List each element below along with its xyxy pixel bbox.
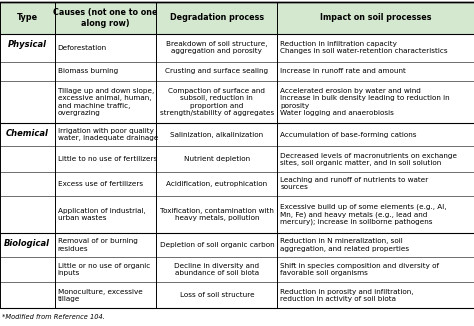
Text: Causes (not one to one
along row): Causes (not one to one along row) [53, 8, 158, 28]
Text: Excessive build up of some elements (e.g., Al,
Mn, Fe) and heavy metals (e.g., l: Excessive build up of some elements (e.g… [280, 203, 447, 225]
Text: Type: Type [17, 13, 38, 22]
Text: Removal of or burning
residues: Removal of or burning residues [57, 238, 137, 252]
Text: Reduction in N mineralization, soil
aggregation, and related properties: Reduction in N mineralization, soil aggr… [280, 238, 410, 252]
Text: Biomass burning: Biomass burning [57, 68, 118, 74]
Text: Degradation process: Degradation process [170, 13, 264, 22]
Text: Crusting and surface sealing: Crusting and surface sealing [165, 68, 268, 74]
Text: Loss of soil structure: Loss of soil structure [180, 292, 254, 298]
Text: *Modified from Reference 104.: *Modified from Reference 104. [2, 314, 105, 320]
Text: Little to no use of fertilizers: Little to no use of fertilizers [57, 156, 157, 162]
Text: Depletion of soil organic carbon: Depletion of soil organic carbon [160, 242, 274, 248]
Text: Salinization, alkalinization: Salinization, alkalinization [170, 131, 264, 138]
Text: Acidification, eutrophication: Acidification, eutrophication [166, 181, 267, 187]
Text: Shift in species composition and diversity of
favorable soil organisms: Shift in species composition and diversi… [280, 263, 439, 276]
Text: Decreased levels of macronutrients on exchange
sites, soil organic matter, and i: Decreased levels of macronutrients on ex… [280, 153, 457, 166]
Text: Deforestation: Deforestation [57, 45, 107, 51]
Text: Chemical: Chemical [6, 129, 49, 138]
Text: Nutrient depletion: Nutrient depletion [184, 156, 250, 162]
Bar [0, 2, 474, 34]
Text: Little or no use of organic
inputs: Little or no use of organic inputs [57, 263, 150, 276]
Text: Impact on soil processes: Impact on soil processes [320, 13, 431, 22]
Text: Decline in diversity and
abundance of soil biota: Decline in diversity and abundance of so… [174, 263, 259, 276]
Text: Leaching and runoff of nutrients to water
sources: Leaching and runoff of nutrients to wate… [280, 177, 428, 190]
Text: Reduction in porosity and infiltration,
reduction in activity of soil biota: Reduction in porosity and infiltration, … [280, 289, 414, 302]
Text: Compaction of surface and
subsoil, reduction in
proportion and
strength/stabilit: Compaction of surface and subsoil, reduc… [160, 88, 274, 116]
Text: Monoculture, excessive
tillage: Monoculture, excessive tillage [57, 289, 142, 302]
Text: Application of industrial,
urban wastes: Application of industrial, urban wastes [57, 208, 145, 221]
Text: Biological: Biological [4, 239, 50, 248]
Text: Accelerated erosion by water and wind
Increase in bulk density leading to reduct: Accelerated erosion by water and wind In… [280, 88, 450, 116]
Text: Toxification, contamination with
heavy metals, pollution: Toxification, contamination with heavy m… [160, 208, 274, 221]
Text: Accumulation of base-forming cations: Accumulation of base-forming cations [280, 131, 417, 138]
Text: Physical: Physical [8, 40, 47, 49]
Text: Excess use of fertilizers: Excess use of fertilizers [57, 181, 143, 187]
Text: Increase in runoff rate and amount: Increase in runoff rate and amount [280, 68, 406, 74]
Text: Tillage up and down slope,
excessive animal, human,
and machine traffic,
overgra: Tillage up and down slope, excessive ani… [57, 88, 154, 116]
Text: Irrigation with poor quality
water, inadequate drainage: Irrigation with poor quality water, inad… [57, 128, 158, 141]
Text: Breakdown of soil structure,
aggregation and porosity: Breakdown of soil structure, aggregation… [166, 41, 268, 54]
Text: Reduction in infiltration capacity
Changes in soil water-retention characteristi: Reduction in infiltration capacity Chang… [280, 41, 448, 54]
